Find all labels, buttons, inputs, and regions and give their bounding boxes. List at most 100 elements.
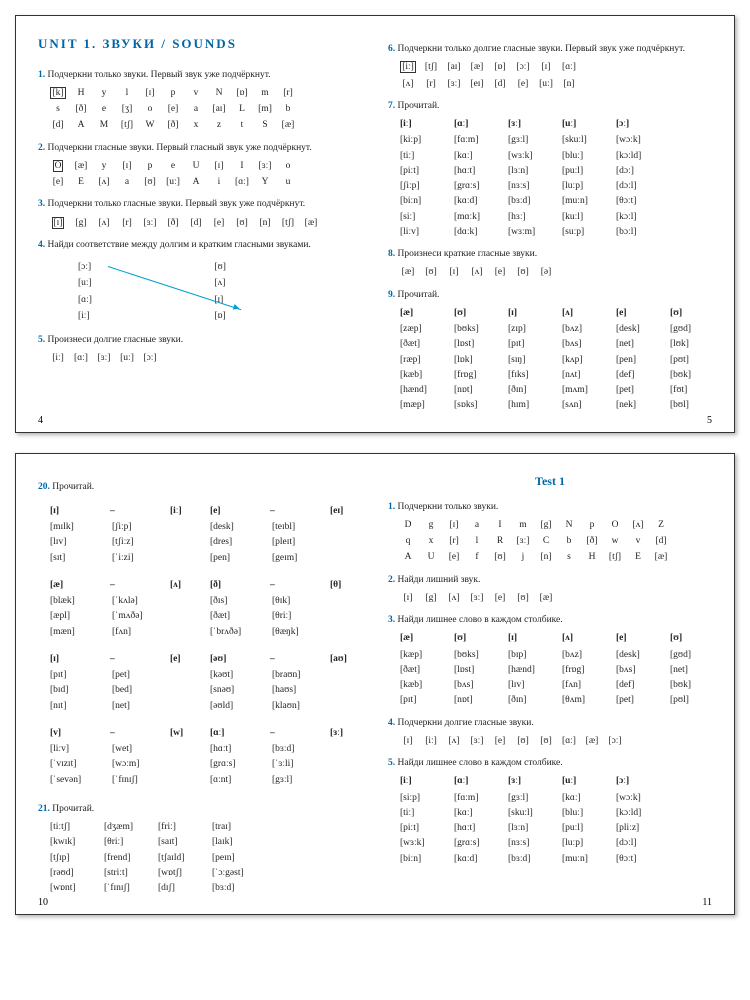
pair-header: [ɪ]–[e] <box>38 652 198 666</box>
pair-header: [æ]–[ʌ] <box>38 578 198 592</box>
symbol: [ɪ] <box>119 159 135 173</box>
symbol: [wɒtʃ] <box>158 866 200 880</box>
task-text: Найди соответствие между долгим и кратки… <box>48 240 311 250</box>
symbol: [ɜː] <box>469 734 485 748</box>
word: [kəʊt] <box>210 668 254 682</box>
symbol: [ð] <box>165 216 181 230</box>
symbol: [siː] <box>400 210 442 224</box>
header-symbol: [æ] <box>400 631 442 645</box>
word: [ˈfɪnɪʃ] <box>112 773 156 787</box>
task-7: 7. Прочитай. <box>388 99 712 113</box>
symbol: [bʊk] <box>670 368 712 382</box>
symbol: [siːp] <box>400 791 442 805</box>
header-symbol: [æ] <box>400 306 442 320</box>
test-title: Test 1 <box>388 472 712 490</box>
word: [sɪt] <box>50 551 94 565</box>
symbol-row: [pɪt][nɒt][ðɪn][θʌm][pet][pʊl] <box>388 693 712 707</box>
symbol: [luːp] <box>562 836 604 850</box>
symbol: [zæp] <box>400 322 442 336</box>
symbol-row: [siːp][fɑːm][gɜːl][kɑː][wɔːk] <box>388 791 712 805</box>
symbol: v <box>630 534 646 548</box>
header-symbol: [w] <box>170 726 200 740</box>
symbol: [sɒks] <box>454 398 496 412</box>
symbol: [kɑː] <box>454 806 496 820</box>
symbol: [def] <box>616 368 658 382</box>
symbol: [kʌp] <box>562 353 604 367</box>
word-row: [ˈsevən][ˈfɪnɪʃ] <box>38 773 198 787</box>
match-right: [ɒ] <box>214 309 226 323</box>
symbol: E <box>73 175 89 189</box>
word-row: [grɑːs][ˈɜːli] <box>198 757 358 771</box>
symbol: [ʊ] <box>142 175 158 189</box>
task-num: 8. <box>388 249 395 259</box>
symbol: [tiː] <box>400 806 442 820</box>
symbol: [uː] <box>538 77 554 91</box>
symbol: [piːt] <box>400 164 442 178</box>
task-text: Подчеркни только звуки. Первый звук уже … <box>48 70 271 80</box>
header-symbol: – <box>110 578 140 592</box>
symbol: [ʌ] <box>630 518 646 532</box>
word: [desk] <box>210 520 254 534</box>
symbol-row: [d]AM[tʃ]W[ð]xztS[æ] <box>38 118 358 132</box>
symbol: [dɔː] <box>616 164 658 178</box>
symbol: [bɜːd] <box>508 852 550 866</box>
symbol: [def] <box>616 678 658 692</box>
symbol: [frend] <box>104 851 146 865</box>
symbol: [ʌ] <box>400 77 416 91</box>
symbol: [fʌn] <box>562 678 604 692</box>
symbol: [fʊt] <box>670 383 712 397</box>
symbol: [hɑːt] <box>454 164 496 178</box>
task-num: 6. <box>388 44 395 54</box>
word: [ˈmʌðə] <box>112 609 156 623</box>
symbol: [ðæt] <box>400 663 442 677</box>
symbol: [n] <box>257 216 273 230</box>
word-row: [ˈvɪzɪt][wɔːm] <box>38 757 198 771</box>
symbol: [ʌ] <box>446 734 462 748</box>
symbol: [biːn] <box>400 852 442 866</box>
symbol: [ʒ] <box>119 102 135 116</box>
task-6: 6. Подчеркни только долгие гласные звуки… <box>388 42 712 56</box>
symbol: [ɪ] <box>211 159 227 173</box>
word-row: [lɪv][tʃiːz] <box>38 535 198 549</box>
symbol: [net] <box>616 337 658 351</box>
pair-group: [ɪ]–[iː][mɪlk][ʃiːp][lɪv][tʃiːz][sɪt][ˈi… <box>38 504 198 566</box>
word: [pleɪt] <box>272 535 316 549</box>
symbol: [θɔːt] <box>616 194 658 208</box>
symbol: p <box>142 159 158 173</box>
header-symbol: [iː] <box>400 774 442 788</box>
header-symbol: [aʊ] <box>330 652 360 666</box>
symbol: [ð] <box>73 102 89 116</box>
header-symbol: – <box>270 578 300 592</box>
page-num-right: 5 <box>707 415 712 426</box>
symbol: l <box>469 534 485 548</box>
symbol: [dɔːl] <box>616 836 658 850</box>
symbol: [hɜː] <box>508 210 550 224</box>
symbol: l <box>119 86 135 100</box>
symbol: [hɑːt] <box>454 821 496 835</box>
symbol: [bʌs] <box>454 678 496 692</box>
header-symbol: [ð] <box>210 578 240 592</box>
symbol: [wɜːk] <box>400 836 442 850</box>
page-num-right: 11 <box>702 897 712 908</box>
symbol: [gɜːl] <box>508 133 550 147</box>
symbol: [kwɪk] <box>50 835 92 849</box>
word: [bɪd] <box>50 683 94 697</box>
word: [mæn] <box>50 625 94 639</box>
symbol: [fɪks] <box>508 368 550 382</box>
symbol: [ɜː] <box>96 351 112 365</box>
symbol: [peɪn] <box>212 851 254 865</box>
word-row: [ˈbrʌðə][θæŋk] <box>198 625 358 639</box>
header-symbol: [iː] <box>400 117 442 131</box>
symbol: [nɜːs] <box>508 179 550 193</box>
header-symbol: [ɑː] <box>454 774 496 788</box>
pair-group: [ɪ]–[e][pɪt][pet][bɪd][bed][nɪt][net] <box>38 652 198 714</box>
symbol: p <box>165 86 181 100</box>
symbol: [θriː] <box>104 835 146 849</box>
word-row: [ðæt][θriː] <box>198 609 358 623</box>
word: [θæŋk] <box>272 625 316 639</box>
symbol: [striːt] <box>104 866 146 880</box>
symbol: [wɜːm] <box>508 225 550 239</box>
symbol-row: [iː][ɑː][ɜː][uː][ɔː] <box>38 351 358 365</box>
symbol: [tʃɪp] <box>50 851 92 865</box>
symbol: [r] <box>446 534 462 548</box>
